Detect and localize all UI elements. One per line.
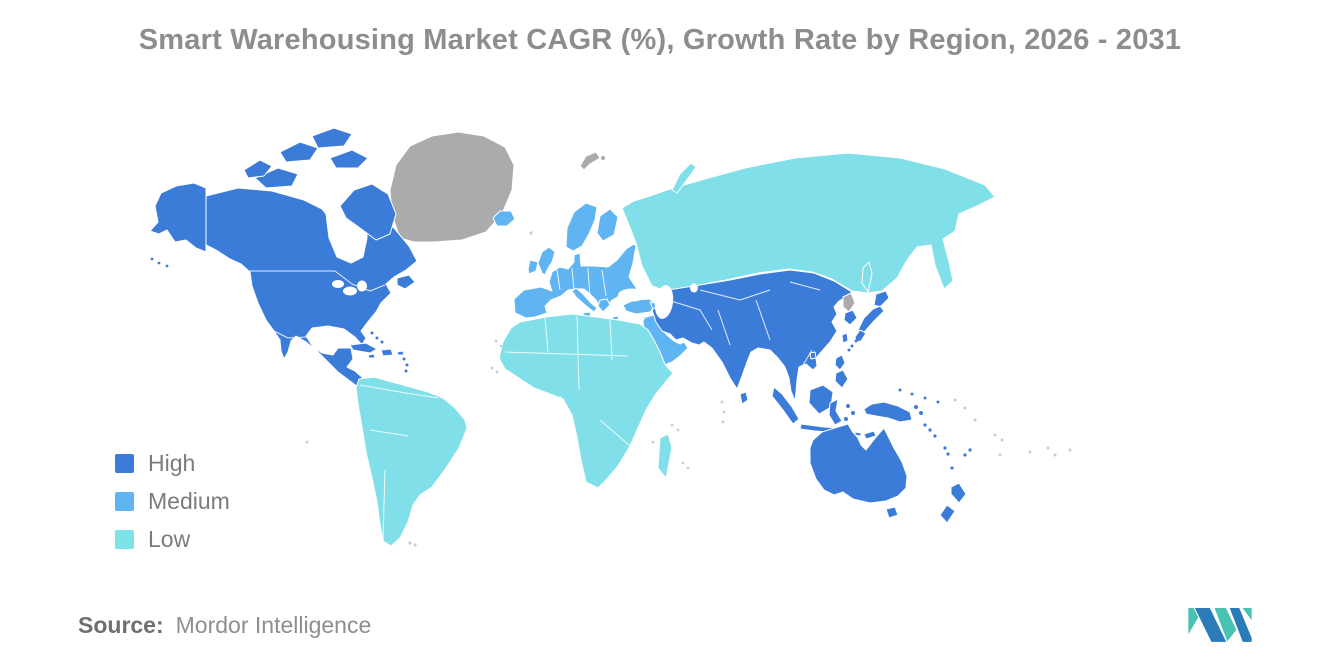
- region-new-guinea: [863, 401, 923, 423]
- legend-item-low: Low: [115, 526, 230, 552]
- legend-label-low: Low: [148, 526, 191, 552]
- region-asia: [651, 269, 853, 402]
- region-africa: [498, 313, 674, 489]
- region-alaska: [149, 182, 207, 253]
- country-borders: [250, 267, 821, 541]
- legend: High Medium Low: [115, 450, 230, 552]
- region-iceland: [492, 210, 516, 227]
- region-sakhalin: [861, 261, 873, 293]
- region-novaya-zemlya: [671, 162, 697, 194]
- legend-swatch-high: [115, 454, 134, 473]
- region-hainan: [809, 351, 817, 360]
- inland-seas: [332, 280, 698, 319]
- legend-item-medium: Medium: [115, 488, 230, 514]
- region-svalbard: [579, 151, 605, 171]
- region-south-america: [355, 376, 468, 547]
- region-small-islands-gray: [305, 231, 1072, 547]
- region-taiwan: [841, 332, 849, 344]
- region-sri-lanka: [739, 391, 749, 405]
- region-newfoundland: [396, 274, 416, 290]
- region-australia: [809, 423, 908, 519]
- region-pacific-islands-blue: [150, 257, 972, 470]
- region-new-zealand: [939, 482, 967, 524]
- legend-label-high: High: [148, 450, 196, 476]
- legend-item-high: High: [115, 450, 230, 476]
- region-greenland: [389, 131, 515, 243]
- page-title: Smart Warehousing Market CAGR (%), Growt…: [138, 24, 1182, 56]
- region-caribbean: [349, 331, 409, 373]
- region-russia: [621, 152, 996, 294]
- legend-swatch-medium: [115, 492, 134, 511]
- source-label: Source:: [78, 612, 164, 638]
- mordor-intelligence-logo: [1187, 606, 1253, 643]
- logo-shape-blue-right-band: [1228, 606, 1253, 643]
- region-north-korea: [842, 292, 856, 313]
- legend-label-medium: Medium: [148, 488, 230, 514]
- region-south-korea: [843, 309, 858, 326]
- region-japan: [854, 290, 890, 343]
- source-line: Source: Mordor Intelligence: [78, 612, 371, 639]
- source-value: Mordor Intelligence: [175, 612, 372, 638]
- region-madagascar: [657, 433, 673, 479]
- region-philippines: [834, 354, 849, 389]
- legend-swatch-low: [115, 530, 134, 549]
- logo-shape-teal-right: [1240, 606, 1253, 623]
- region-arctic-islands: [243, 127, 397, 241]
